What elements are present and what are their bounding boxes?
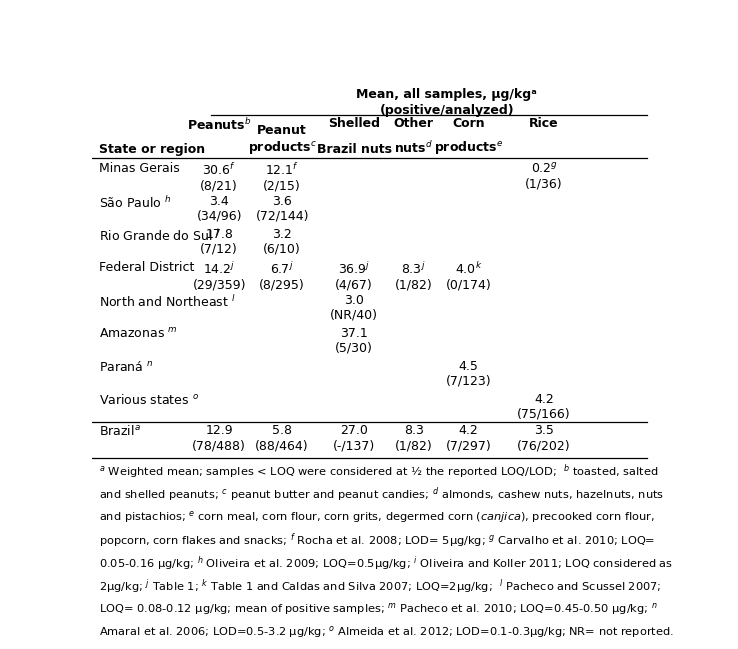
Text: State or region: State or region (99, 143, 205, 156)
Text: (positive/analyzed): (positive/analyzed) (379, 104, 514, 117)
Text: 5.8
(88/464): 5.8 (88/464) (255, 424, 309, 452)
Text: 0.05-0.16 μg/kg; $^h$ Oliveira et al. 2009; LOQ=0.5μg/kg; $^i$ Oliveira and Koll: 0.05-0.16 μg/kg; $^h$ Oliveira et al. 20… (99, 555, 673, 573)
Text: Brazil nuts: Brazil nuts (317, 143, 392, 156)
Text: 4.2
(75/166): 4.2 (75/166) (517, 393, 571, 421)
Text: 12.9
(78/488): 12.9 (78/488) (193, 424, 246, 452)
Text: 37.1
(5/30): 37.1 (5/30) (335, 326, 373, 355)
Text: 3.2
(6/10): 3.2 (6/10) (263, 228, 301, 256)
Text: Other: Other (393, 117, 434, 130)
Text: products$^e$: products$^e$ (434, 140, 503, 156)
Text: 12.1$^f$
(2/15): 12.1$^f$ (2/15) (263, 162, 301, 193)
Text: Mean, all samples, μg/kgᵃ: Mean, all samples, μg/kgᵃ (356, 88, 537, 101)
Text: 3.0
(NR/40): 3.0 (NR/40) (330, 294, 378, 322)
Text: 8.3$^j$
(1/82): 8.3$^j$ (1/82) (395, 261, 432, 291)
Text: nuts$^d$: nuts$^d$ (394, 140, 433, 156)
Text: popcorn, corn flakes and snacks; $^f$ Rocha et al. 2008; LOD= 5μg/kg; $^g$ Carva: popcorn, corn flakes and snacks; $^f$ Ro… (99, 532, 655, 550)
Text: Various states $^o$: Various states $^o$ (99, 393, 199, 407)
Text: Peanuts$^b$: Peanuts$^b$ (187, 117, 252, 133)
Text: 4.0$^k$
(0/174): 4.0$^k$ (0/174) (446, 261, 492, 291)
Text: 0.2$^g$
(1/36): 0.2$^g$ (1/36) (525, 162, 563, 191)
Text: and pistachios; $^e$ corn meal, corn flour, corn grits, degermed corn ($\it{canj: and pistachios; $^e$ corn meal, corn flo… (99, 509, 655, 524)
Text: and shelled peanuts; $^c$ peanut butter and peanut candies; $^d$ almonds, cashew: and shelled peanuts; $^c$ peanut butter … (99, 485, 664, 504)
Text: 3.5
(76/202): 3.5 (76/202) (517, 424, 571, 452)
Text: 8.3
(1/82): 8.3 (1/82) (395, 424, 432, 452)
Text: 30.6$^f$
(8/21): 30.6$^f$ (8/21) (200, 162, 238, 193)
Text: São Paulo $^h$: São Paulo $^h$ (99, 195, 172, 211)
Text: 14.2$^j$
(29/359): 14.2$^j$ (29/359) (193, 261, 246, 291)
Text: North and Northeast $^l$: North and Northeast $^l$ (99, 294, 235, 310)
Text: 2μg/kg; $^j$ Table 1; $^k$ Table 1 and Caldas and Silva 2007; LOQ=2μg/kg;  $^l$ : 2μg/kg; $^j$ Table 1; $^k$ Table 1 and C… (99, 578, 661, 596)
Text: 3.4
(34/96): 3.4 (34/96) (196, 195, 242, 223)
Text: 4.5
(7/123): 4.5 (7/123) (446, 360, 492, 387)
Text: Amaral et al. 2006; LOD=0.5-3.2 μg/kg; $^o$ Almeida et al. 2012; LOD=0.1-0.3μg/k: Amaral et al. 2006; LOD=0.5-3.2 μg/kg; $… (99, 624, 674, 639)
Text: Amazonas $^m$: Amazonas $^m$ (99, 326, 178, 341)
Text: Corn: Corn (452, 117, 485, 130)
Text: Minas Gerais: Minas Gerais (99, 162, 180, 175)
Text: Federal District: Federal District (99, 261, 195, 274)
Text: Rice: Rice (529, 117, 559, 130)
Text: Rio Grande do Sul $^i$: Rio Grande do Sul $^i$ (99, 228, 220, 243)
Text: Brazil$^a$: Brazil$^a$ (99, 424, 141, 438)
Text: 6.7$^j$
(8/295): 6.7$^j$ (8/295) (259, 261, 305, 291)
Text: Shelled: Shelled (328, 117, 380, 130)
Text: 27.0
(-/137): 27.0 (-/137) (333, 424, 376, 452)
Text: 36.9$^j$
(4/67): 36.9$^j$ (4/67) (335, 261, 373, 291)
Text: $^a$ Weighted mean; samples < LOQ were considered at ½ the reported LOQ/LOD;  $^: $^a$ Weighted mean; samples < LOQ were c… (99, 463, 658, 482)
Text: 3.6
(72/144): 3.6 (72/144) (255, 195, 309, 223)
Text: Paraná $^n$: Paraná $^n$ (99, 360, 154, 374)
Text: Peanut
products$^c$: Peanut products$^c$ (247, 124, 317, 156)
Text: LOQ= 0.08-0.12 μg/kg; mean of positive samples; $^m$ Pacheco et al. 2010; LOQ=0.: LOQ= 0.08-0.12 μg/kg; mean of positive s… (99, 600, 658, 617)
Text: 17.8
(7/12): 17.8 (7/12) (200, 228, 238, 256)
Text: 4.2
(7/297): 4.2 (7/297) (446, 424, 492, 452)
